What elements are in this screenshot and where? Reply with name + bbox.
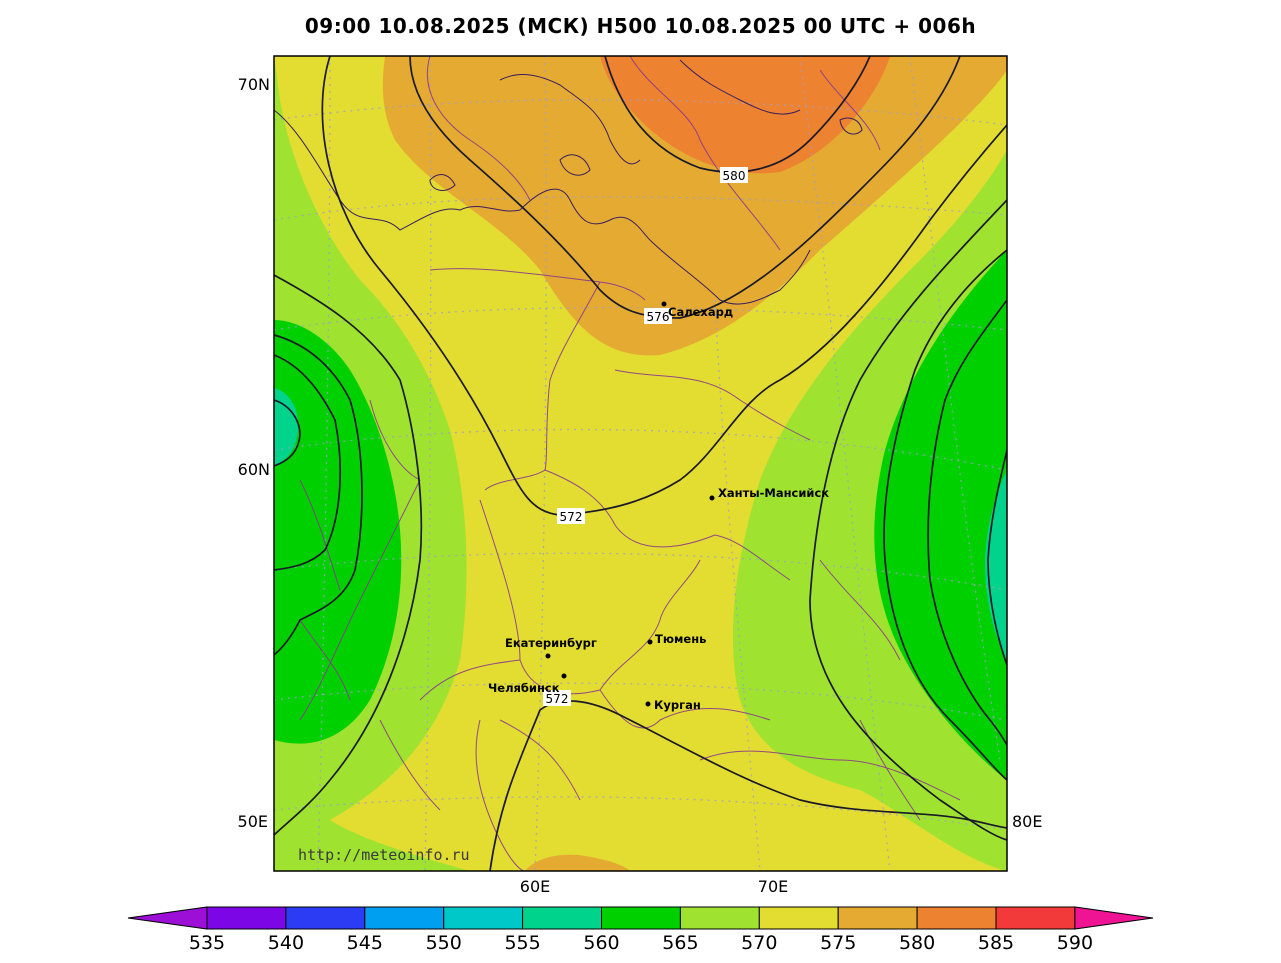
contour-labels: 580 576 572 572: [543, 167, 748, 706]
watermark: http://meteoinfo.ru: [298, 846, 470, 864]
city-label-tyumen: Тюмень: [655, 632, 706, 646]
city-label-kurgan: Курган: [654, 698, 701, 712]
contour-label-572-south: 572: [546, 692, 569, 706]
map-area: 580 576 572 572 Салехард Ханты-Мансийск …: [274, 56, 1007, 871]
colorbar-tick-label: 535: [189, 932, 225, 954]
city-label-salekhard: Салехард: [668, 305, 733, 319]
colorbar-tick-label: 545: [347, 932, 383, 954]
colorbar-extend-low: [127, 906, 208, 930]
colorbar-extend-high: [1074, 906, 1154, 930]
coastline: [274, 59, 863, 305]
contour-label-576: 576: [647, 310, 670, 324]
colorbar-tick-label: 585: [978, 932, 1014, 954]
fill-565-east: [874, 250, 1007, 780]
colorbar-swatch: [601, 906, 681, 930]
colorbar-tick-label: 540: [268, 932, 304, 954]
contour-580: [604, 56, 871, 173]
contour-572-south: [489, 700, 1007, 871]
city-dot-chelyabinsk: [561, 673, 567, 679]
city-dot-tyumen: [647, 639, 653, 645]
city-dot-salekhard: [661, 301, 667, 307]
axis-labels: 70N 60N 50E 80E 60E 70E: [238, 75, 1043, 896]
map-frame: [273, 55, 1008, 872]
city-dot-khanty-mansiysk: [709, 495, 715, 501]
colorbar-tick-label: 570: [741, 932, 777, 954]
lon-label-60e: 60E: [520, 877, 550, 896]
lat-label-70n: 70N: [238, 75, 270, 94]
colorbar-tick-label: 590: [1057, 932, 1093, 954]
city-label-chelyabinsk: Челябинск: [488, 681, 560, 695]
contour-label-580: 580: [723, 169, 746, 183]
colorbar-tick-label: 580: [899, 932, 935, 954]
map-title: 09:00 10.08.2025 (МСК) H500 10.08.2025 0…: [304, 14, 977, 38]
colorbar-swatch: [443, 906, 524, 930]
colorbar-swatch: [837, 906, 918, 930]
city-dot-kurgan: [645, 701, 651, 707]
contour-label-572-north: 572: [560, 510, 583, 524]
colorbar-tick-label: 550: [426, 932, 462, 954]
colorbar: 535 540 545 550 555 560 565 570 575 580 585 590: [127, 906, 1154, 954]
fill-580-south: [525, 854, 630, 871]
cities: Салехард Ханты-Мансийск Екатеринбург Тюм…: [488, 301, 829, 712]
city-dot-yekaterinburg: [545, 653, 551, 659]
colorbar-swatch: [679, 906, 760, 930]
colorbar-tick-label: 565: [662, 932, 698, 954]
lon-label-80e: 80E: [1012, 812, 1042, 831]
colorbar-swatch: [364, 906, 445, 930]
borders: [299, 56, 961, 871]
fill-580-north: [382, 56, 1007, 356]
contours: [274, 56, 1007, 871]
colorbar-swatch: [758, 906, 839, 930]
colorbar-tick-label: 555: [504, 932, 540, 954]
fill-565-west: [274, 320, 402, 744]
lat-label-60n: 60N: [238, 460, 270, 479]
colorbar-swatch: [916, 906, 997, 930]
lon-label-50e: 50E: [238, 812, 268, 831]
lon-label-70e: 70E: [758, 877, 788, 896]
fill-560-west: [274, 388, 299, 465]
colorbar-swatch: [995, 906, 1076, 930]
fill-560-east: [985, 470, 1007, 660]
city-label-yekaterinburg: Екатеринбург: [505, 636, 597, 650]
fill-585-north: [600, 56, 890, 174]
colorbar-swatch: [285, 906, 366, 930]
colorbar-swatch: [206, 906, 287, 930]
colorbar-tick-label: 575: [820, 932, 856, 954]
colorbar-swatch: [522, 906, 602, 930]
colorbar-tick-label: 560: [583, 932, 619, 954]
city-label-khanty-mansiysk: Ханты-Мансийск: [718, 486, 829, 500]
contour-572-north: [321, 56, 1007, 516]
